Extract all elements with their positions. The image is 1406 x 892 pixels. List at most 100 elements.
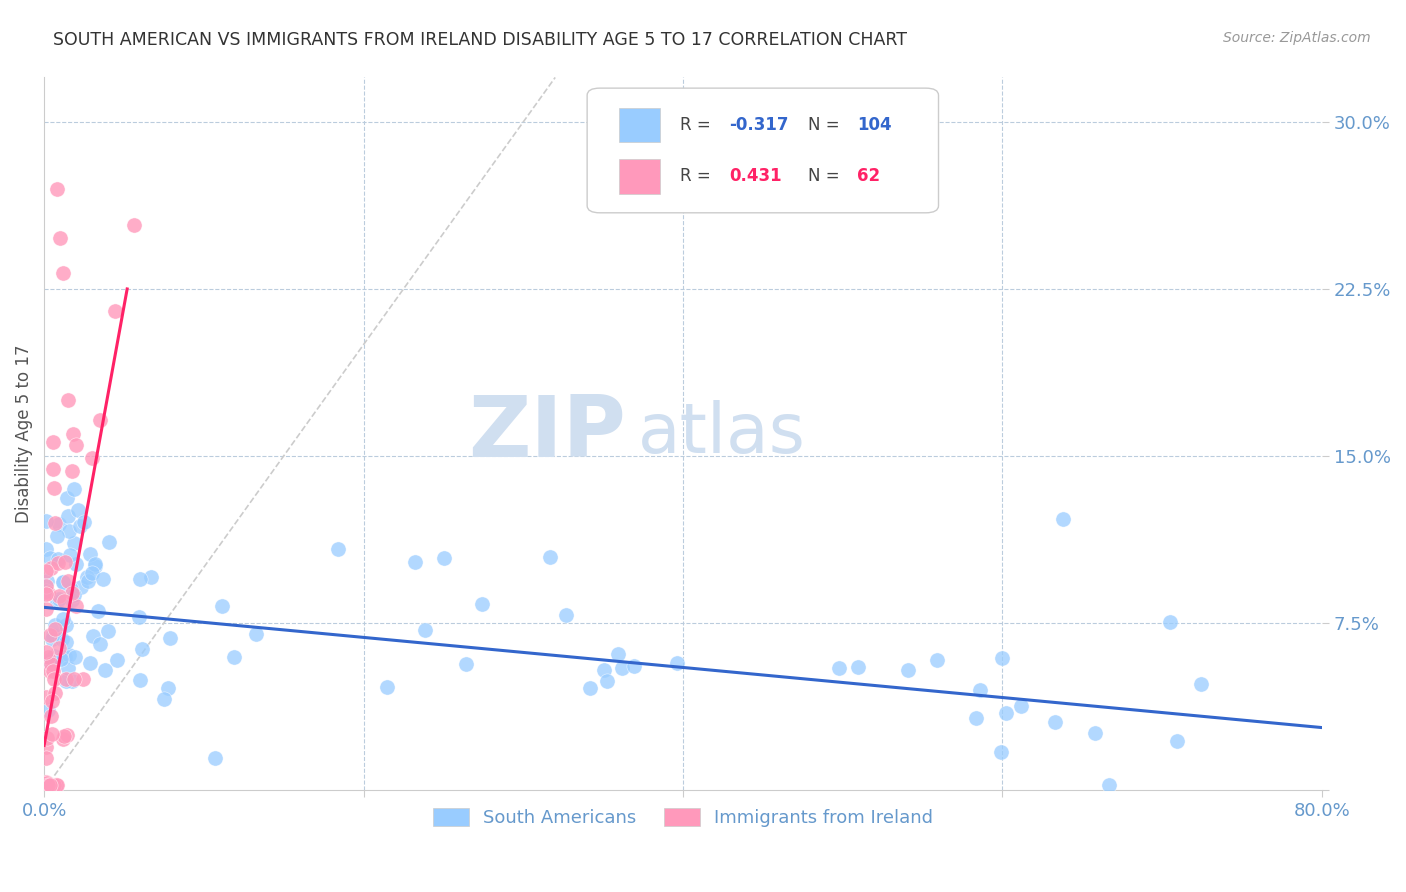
Point: [55, 634, 77, 648]
Point: [77, 574, 100, 589]
Point: [87, 603, 110, 617]
Point: [42, 665, 65, 679]
Point: [83, 558, 105, 572]
Point: [222, 650, 245, 665]
Point: [538, 549, 561, 564]
Point: [59, 548, 82, 562]
Point: [211, 599, 233, 613]
Point: [990, 651, 1012, 665]
Point: [612, 661, 634, 675]
Point: [45, 779, 67, 793]
Point: [52, 574, 75, 589]
Point: [471, 597, 494, 611]
Point: [55, 672, 77, 686]
Point: [98, 534, 121, 549]
Point: [42, 648, 65, 663]
Point: [38, 777, 60, 791]
Point: [827, 661, 849, 675]
Point: [89, 413, 111, 427]
Point: [35, 654, 58, 668]
Point: [1189, 677, 1212, 691]
Point: [35, 776, 58, 790]
Point: [990, 744, 1012, 758]
Point: [326, 541, 349, 556]
Point: [1098, 779, 1121, 793]
Point: [37, 650, 59, 665]
Point: [60, 464, 83, 478]
Point: [35, 542, 58, 557]
Point: [60, 674, 83, 689]
Point: [56, 491, 79, 505]
Point: [51, 632, 73, 647]
Text: atlas: atlas: [638, 401, 806, 467]
Point: [995, 706, 1018, 720]
Point: [153, 692, 176, 706]
Text: -0.317: -0.317: [728, 116, 789, 134]
Point: [37, 586, 59, 600]
Point: [58, 524, 80, 539]
Text: 104: 104: [856, 116, 891, 134]
Point: [62, 588, 84, 602]
FancyBboxPatch shape: [588, 88, 939, 213]
Bar: [619, 108, 659, 143]
Point: [42, 628, 65, 642]
Point: [52, 266, 75, 280]
Point: [375, 681, 398, 695]
Point: [41, 694, 63, 708]
Point: [60, 582, 83, 596]
Point: [39, 657, 62, 671]
Point: [52, 594, 75, 608]
Point: [79, 547, 101, 561]
Point: [56, 728, 79, 742]
Point: [35, 587, 58, 601]
Point: [413, 623, 436, 637]
Point: [129, 572, 152, 586]
Point: [35, 779, 58, 793]
Point: [593, 663, 616, 677]
Point: [35, 574, 58, 588]
Point: [35, 779, 58, 793]
Legend: South Americans, Immigrants from Ireland: South Americans, Immigrants from Ireland: [426, 800, 941, 834]
Point: [53, 555, 76, 569]
Point: [623, 658, 645, 673]
Point: [67, 503, 90, 517]
Point: [39, 561, 62, 575]
Point: [666, 657, 689, 671]
Point: [42, 672, 65, 686]
Point: [41, 727, 63, 741]
Text: R =: R =: [681, 116, 717, 134]
Point: [51, 652, 73, 666]
Point: [38, 550, 60, 565]
Point: [35, 579, 58, 593]
Point: [60, 586, 83, 600]
Text: ZIP: ZIP: [468, 392, 626, 475]
Point: [42, 435, 65, 450]
Point: [105, 653, 128, 667]
Point: [52, 732, 75, 747]
Point: [42, 779, 65, 793]
Point: [48, 640, 70, 655]
Point: [48, 589, 70, 603]
Y-axis label: Disability Age 5 to 17: Disability Age 5 to 17: [15, 344, 32, 523]
Point: [38, 664, 60, 678]
Point: [45, 182, 67, 196]
Point: [45, 595, 67, 609]
Point: [44, 618, 66, 632]
Point: [73, 515, 96, 529]
Point: [62, 426, 84, 441]
Point: [93, 663, 115, 677]
Text: N =: N =: [808, 168, 845, 186]
Point: [1010, 698, 1032, 713]
Text: SOUTH AMERICAN VS IMMIGRANTS FROM IRELAND DISABILITY AGE 5 TO 17 CORRELATION CHA: SOUTH AMERICAN VS IMMIGRANTS FROM IRELAN…: [53, 31, 907, 49]
Point: [56, 393, 79, 408]
Point: [97, 624, 120, 639]
Point: [103, 304, 125, 318]
Point: [846, 660, 869, 674]
Point: [35, 584, 58, 599]
Point: [131, 642, 153, 657]
Point: [49, 231, 72, 245]
Point: [128, 610, 150, 624]
Point: [46, 779, 69, 793]
Point: [897, 664, 920, 678]
Point: [607, 647, 630, 661]
